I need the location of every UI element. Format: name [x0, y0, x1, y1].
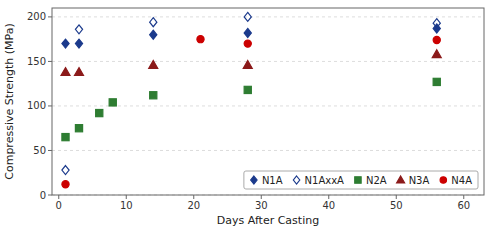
x-axis-label: Days After Casting — [217, 214, 319, 227]
legend-label: N1AxxA — [305, 175, 345, 186]
point — [432, 50, 441, 58]
x-tick-label: 50 — [390, 200, 403, 211]
x-tick-label: 0 — [56, 200, 62, 211]
point — [149, 60, 158, 68]
point — [61, 68, 70, 76]
point — [433, 36, 440, 43]
point — [197, 36, 204, 43]
point — [62, 134, 69, 141]
legend-swatch — [440, 177, 446, 183]
y-tick — [48, 105, 52, 106]
x-tick — [193, 195, 194, 199]
y-tick — [48, 195, 52, 196]
grid-line — [52, 150, 484, 151]
x-tick — [58, 195, 59, 199]
x-tick-label: 40 — [322, 200, 335, 211]
legend-label: N1A — [262, 175, 283, 186]
x-tick — [126, 195, 127, 199]
point — [244, 12, 251, 21]
point — [109, 99, 116, 106]
y-tick-label: 150 — [27, 56, 46, 67]
point — [433, 78, 440, 85]
legend-swatch — [397, 176, 405, 183]
x-tick — [261, 195, 262, 199]
y-tick-label: 0 — [40, 190, 46, 201]
y-tick — [48, 61, 52, 62]
x-tick-label: 10 — [120, 200, 133, 211]
x-tick-label: 60 — [457, 200, 470, 211]
legend-swatch — [251, 176, 257, 184]
y-tick — [48, 150, 52, 151]
point — [433, 19, 440, 28]
point — [244, 86, 251, 93]
point — [75, 25, 82, 34]
point — [150, 30, 157, 39]
point — [244, 40, 251, 47]
point — [62, 181, 69, 188]
point — [75, 125, 82, 132]
x-tick — [396, 195, 397, 199]
y-axis-label: Compressive Strength (MPa) — [3, 23, 16, 179]
y-tick-label: 100 — [27, 100, 46, 111]
point — [62, 39, 69, 48]
point — [150, 18, 157, 27]
legend: N1A N1AxxA N2A N3A N4A — [244, 171, 478, 189]
grid-line — [52, 16, 484, 17]
grid-line — [52, 61, 484, 62]
legend-swatch — [355, 177, 361, 183]
point — [96, 109, 103, 116]
x-tick-label: 30 — [255, 200, 268, 211]
legend-box — [244, 171, 478, 189]
point — [75, 39, 82, 48]
point — [75, 68, 84, 76]
legend-label: N2A — [366, 175, 387, 186]
y-tick-label: 50 — [33, 145, 46, 156]
point — [62, 166, 69, 175]
x-tick — [463, 195, 464, 199]
legend-label: N3A — [409, 175, 430, 186]
point — [243, 60, 252, 68]
legend-label: N4A — [451, 175, 472, 186]
points — [61, 12, 441, 188]
y-tick-label: 200 — [27, 11, 46, 22]
legend-swatch — [293, 176, 299, 184]
point — [150, 92, 157, 99]
x-tick-label: 20 — [187, 200, 200, 211]
chart: 0 10 20 30 40 50 60 0 50 100 150 200 Days After Cast… — [0, 0, 494, 229]
point — [244, 28, 251, 37]
y-tick — [48, 16, 52, 17]
plot-frame — [52, 8, 484, 195]
x-tick — [328, 195, 329, 199]
